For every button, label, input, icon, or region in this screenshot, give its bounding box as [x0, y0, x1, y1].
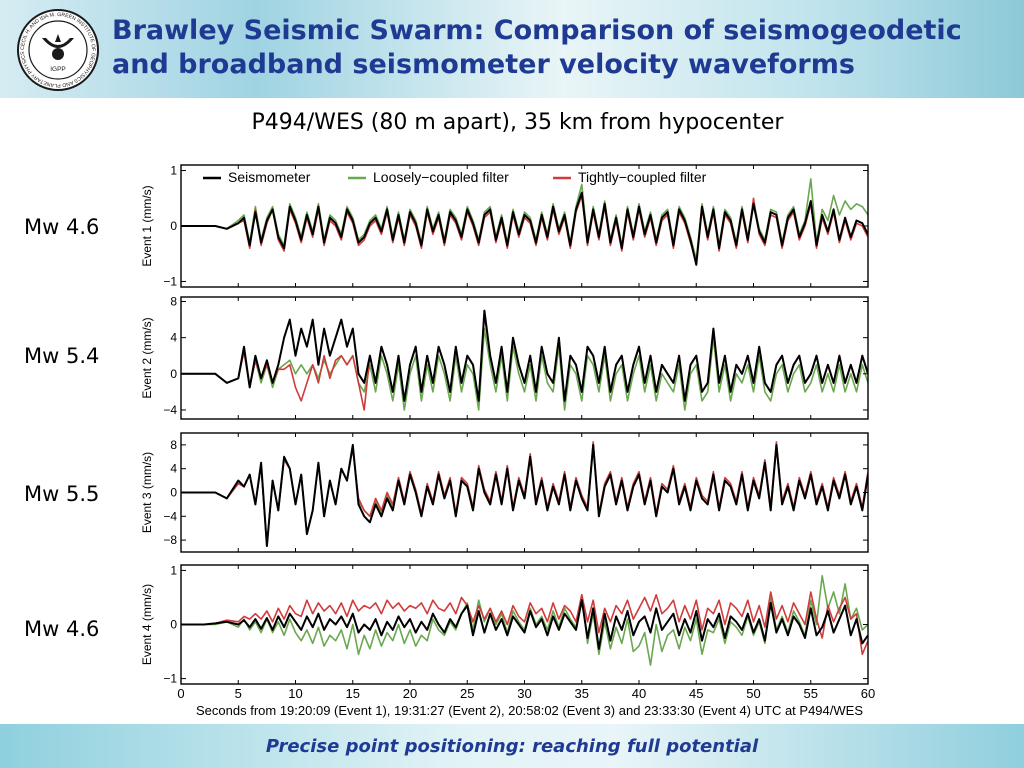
x-tick-label: 50	[746, 686, 760, 701]
series-line-event-2-tight	[181, 314, 868, 411]
y-tick-label: −4	[163, 403, 177, 417]
x-tick-label: 15	[346, 686, 360, 701]
y-tick-label: 4	[170, 462, 177, 476]
legend-label: Loosely−coupled filter	[373, 169, 509, 185]
y-axis-label: Event 1 (mm/s)	[140, 185, 154, 266]
x-tick-label: 60	[861, 686, 875, 701]
y-tick-label: 0	[170, 219, 177, 233]
y-tick-label: −4	[163, 509, 177, 523]
y-tick-label: −1	[163, 672, 177, 686]
y-tick-label: 0	[170, 486, 177, 500]
page-title: Brawley Seismic Swarm: Comparison of sei…	[112, 15, 962, 80]
igpp-logo: CECIL H. AND IDA M. GREEN INSTITUTE OF G…	[17, 9, 99, 91]
y-axis-label: Event 4 (mm/s)	[140, 584, 154, 665]
legend-label: Seismometer	[228, 169, 311, 185]
series-line-event-2-loose	[181, 327, 868, 411]
x-axis-label: Seconds from 19:20:09 (Event 1), 19:31:2…	[196, 703, 863, 718]
x-tick-label: 10	[288, 686, 302, 701]
x-tick-label: 25	[460, 686, 474, 701]
chart-subtitle: P494/WES (80 m apart), 35 km from hypoce…	[251, 110, 784, 135]
y-tick-label: 0	[170, 367, 177, 381]
magnitude-label-event-1: Mw 4.6	[24, 215, 100, 239]
x-tick-label: 40	[632, 686, 646, 701]
y-tick-label: 8	[170, 438, 177, 452]
magnitude-label-event-2: Mw 5.4	[24, 344, 100, 368]
x-tick-label: 20	[403, 686, 417, 701]
legend-label: Tightly−coupled filter	[578, 169, 707, 185]
magnitude-label-event-3: Mw 5.5	[24, 482, 100, 506]
y-tick-label: 4	[170, 331, 177, 345]
header-banner	[0, 0, 1024, 98]
series-line-event-1-seismometer	[181, 191, 868, 266]
series-line-event-1-tight	[181, 194, 868, 263]
y-axis-label: Event 2 (mm/s)	[140, 317, 154, 398]
y-tick-label: 1	[170, 164, 177, 178]
series-line-event-4-tight	[181, 591, 868, 656]
x-tick-label: 30	[517, 686, 531, 701]
magnitude-label-event-4: Mw 4.6	[24, 617, 100, 641]
series-line-event-4-seismometer	[181, 599, 868, 650]
y-tick-label: 1	[170, 563, 177, 577]
x-tick-label: 55	[804, 686, 818, 701]
y-tick-label: 8	[170, 295, 177, 309]
series-line-event-2-seismometer	[181, 309, 868, 402]
logo-text: IGPP	[50, 66, 66, 73]
footer-text: Precise point positioning: reaching full…	[265, 736, 759, 757]
y-tick-label: 0	[170, 618, 177, 632]
x-tick-label: 5	[235, 686, 242, 701]
y-tick-label: −8	[163, 533, 177, 547]
x-tick-label: 35	[575, 686, 589, 701]
series-line-event-3-seismometer	[181, 443, 868, 547]
y-tick-label: −1	[163, 274, 177, 288]
footer-banner	[0, 724, 1024, 768]
x-tick-label: 45	[689, 686, 703, 701]
x-tick-label: 0	[177, 686, 184, 701]
panel-frame-2	[180, 296, 869, 420]
y-axis-label: Event 3 (mm/s)	[140, 452, 154, 533]
